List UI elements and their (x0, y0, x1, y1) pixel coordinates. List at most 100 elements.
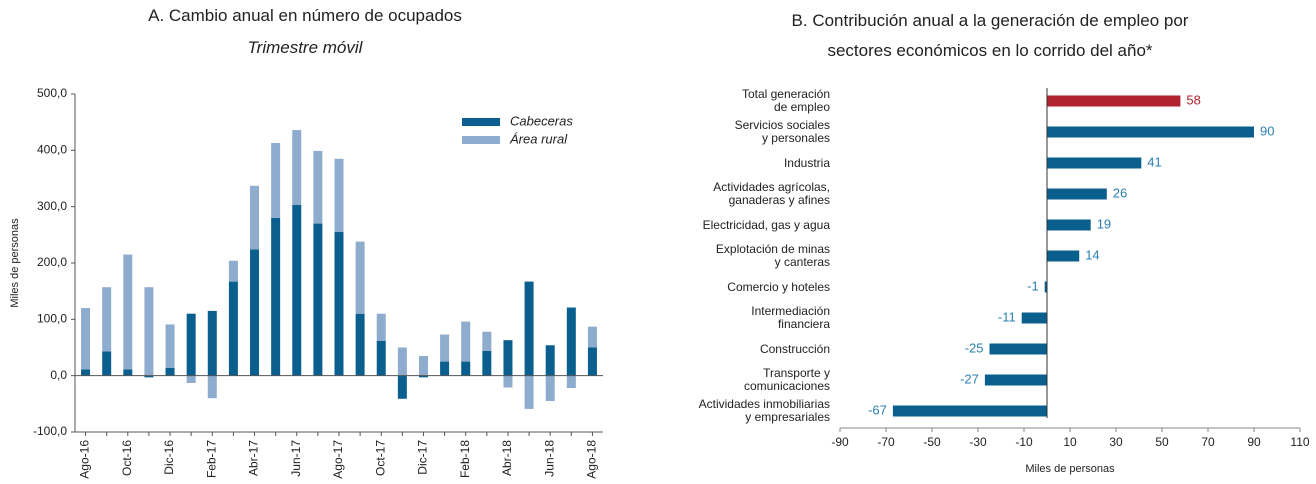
legend-swatch (462, 118, 500, 126)
bar-segment (503, 340, 513, 376)
x-tick-label: Abr-17 (247, 440, 261, 476)
x-tick-label: -90 (831, 435, 849, 449)
title-b: B. Contribución anual a la generación de… (791, 11, 1189, 60)
legend-swatch (462, 136, 500, 144)
y-tick-label: 400,0 (37, 143, 67, 157)
x-tick-label: Jun-18 (542, 440, 556, 477)
category-label: Transporte y comunicaciones (743, 366, 830, 393)
value-label: -1 (1027, 278, 1039, 293)
bar-segment (81, 308, 91, 370)
bar-segment (102, 351, 112, 376)
bar-segment (566, 307, 576, 376)
value-label: -11 (998, 309, 1016, 324)
x-tick-label: Oct-16 (120, 440, 134, 476)
x-tick-label: Ago-17 (331, 440, 345, 479)
bar (1047, 157, 1142, 169)
bar-segment (165, 324, 175, 368)
category-label: Total generación de empleo (741, 87, 830, 114)
value-label: 41 (1147, 154, 1161, 169)
bar-segment (144, 375, 154, 378)
bar-segment (482, 350, 492, 376)
bar-segment (397, 347, 407, 376)
x-tick-label: -50 (923, 435, 941, 449)
y-axis-label: Miles de personas (9, 218, 21, 308)
bar-segment (228, 260, 238, 282)
bar-segment (123, 369, 133, 376)
x-tick-label: 70 (1201, 435, 1215, 449)
bar-segment (376, 313, 386, 341)
bar-segment (313, 150, 323, 224)
x-tick-label: Abr-18 (500, 440, 514, 476)
category-label: Electricidad, gas y agua (702, 217, 830, 232)
x-tick-label: 10 (1063, 435, 1077, 449)
bar-segment (566, 375, 576, 389)
value-label: 90 (1260, 123, 1274, 138)
bar-segment (123, 254, 133, 370)
y-tick-label: 300,0 (37, 199, 67, 213)
title-a: A. Cambio anual en número de ocupados (148, 6, 462, 25)
bar (1047, 219, 1091, 231)
bar-segment (144, 287, 154, 376)
bar-segment (292, 130, 302, 205)
category-label: Intermediación financiera (751, 304, 830, 331)
x-tick-label: -70 (877, 435, 895, 449)
x-tick-label: 30 (1109, 435, 1123, 449)
x-tick-label: 110 (1290, 435, 1309, 449)
legend-label: Área rural (509, 131, 568, 146)
y-tick-label: -100,0 (33, 424, 67, 438)
legend-label: Cabeceras (510, 113, 573, 128)
x-tick-label: Ago-18 (585, 440, 599, 479)
bar-segment (165, 367, 175, 376)
x-tick-label: -10 (1015, 435, 1033, 449)
y-tick-label: 500,0 (37, 86, 67, 100)
bar-segment (102, 287, 112, 352)
bar-segment (587, 326, 597, 348)
value-label: 19 (1097, 216, 1111, 231)
x-tick-label: Dic-17 (416, 440, 430, 475)
bar-segment (503, 375, 513, 388)
y-tick-label: 200,0 (37, 255, 67, 269)
bar-segment (545, 345, 555, 376)
bar-segment (334, 158, 344, 233)
bar (984, 374, 1047, 386)
bar-segment (186, 375, 196, 383)
category-label: Construcción (759, 341, 830, 356)
bar-segment (545, 375, 555, 402)
bar (1021, 312, 1047, 324)
value-label: 58 (1186, 92, 1200, 107)
y-tick-label: 100,0 (37, 312, 67, 326)
bar-segment (207, 310, 217, 376)
x-tick-label: Feb-17 (204, 440, 218, 478)
bar-segment (524, 375, 534, 409)
category-label: Actividades inmobiliarias y empresariale… (698, 397, 830, 424)
category-label: Actividades agrícolas, ganaderas y afine… (713, 180, 830, 207)
bar (989, 343, 1047, 355)
bar-segment (482, 331, 492, 351)
bar-segment (355, 241, 365, 314)
category-label: Servicios sociales y personales (734, 118, 830, 145)
bar-segment (271, 217, 281, 376)
bar-segment (418, 375, 428, 378)
value-label: -27 (960, 371, 979, 386)
bar-segment (418, 355, 428, 376)
bar-segment (355, 313, 365, 376)
category-label: Explotación de minas y canteras (715, 242, 830, 269)
bar (1047, 188, 1107, 200)
subtitle-a: Trimestre móvil (247, 38, 363, 57)
bar-segment (81, 369, 91, 376)
bar (1044, 281, 1047, 293)
x-tick-label: Feb-18 (458, 440, 472, 478)
bar-segment (587, 347, 597, 376)
value-label: 14 (1085, 247, 1099, 262)
bar-segment (271, 143, 281, 218)
x-tick-label: Oct-17 (373, 440, 387, 476)
bar-segment (397, 375, 407, 399)
x-tick-label: -30 (969, 435, 987, 449)
bar-segment (250, 249, 260, 376)
bar-segment (292, 204, 302, 376)
bar-segment (440, 334, 450, 362)
bar-segment (228, 281, 238, 376)
x-tick-label: Ago-16 (78, 440, 92, 479)
